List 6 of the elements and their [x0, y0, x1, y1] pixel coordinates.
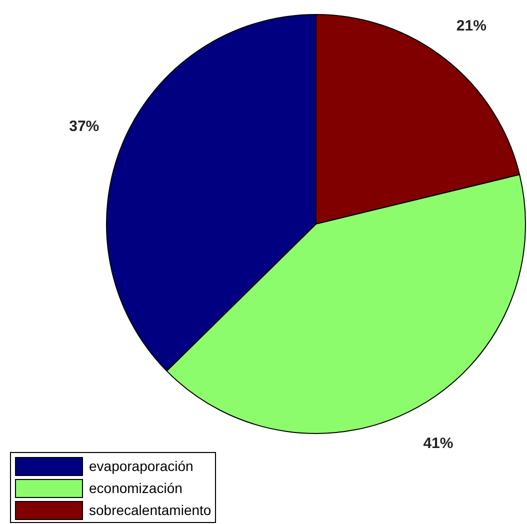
- legend-label: sobrecalentamiento: [89, 502, 212, 518]
- data-label: 37%: [69, 118, 100, 136]
- data-label: 41%: [423, 434, 454, 452]
- data-label: 21%: [456, 18, 486, 35]
- legend-label: economización: [89, 480, 182, 496]
- legend-label: evaporaporación: [89, 458, 194, 474]
